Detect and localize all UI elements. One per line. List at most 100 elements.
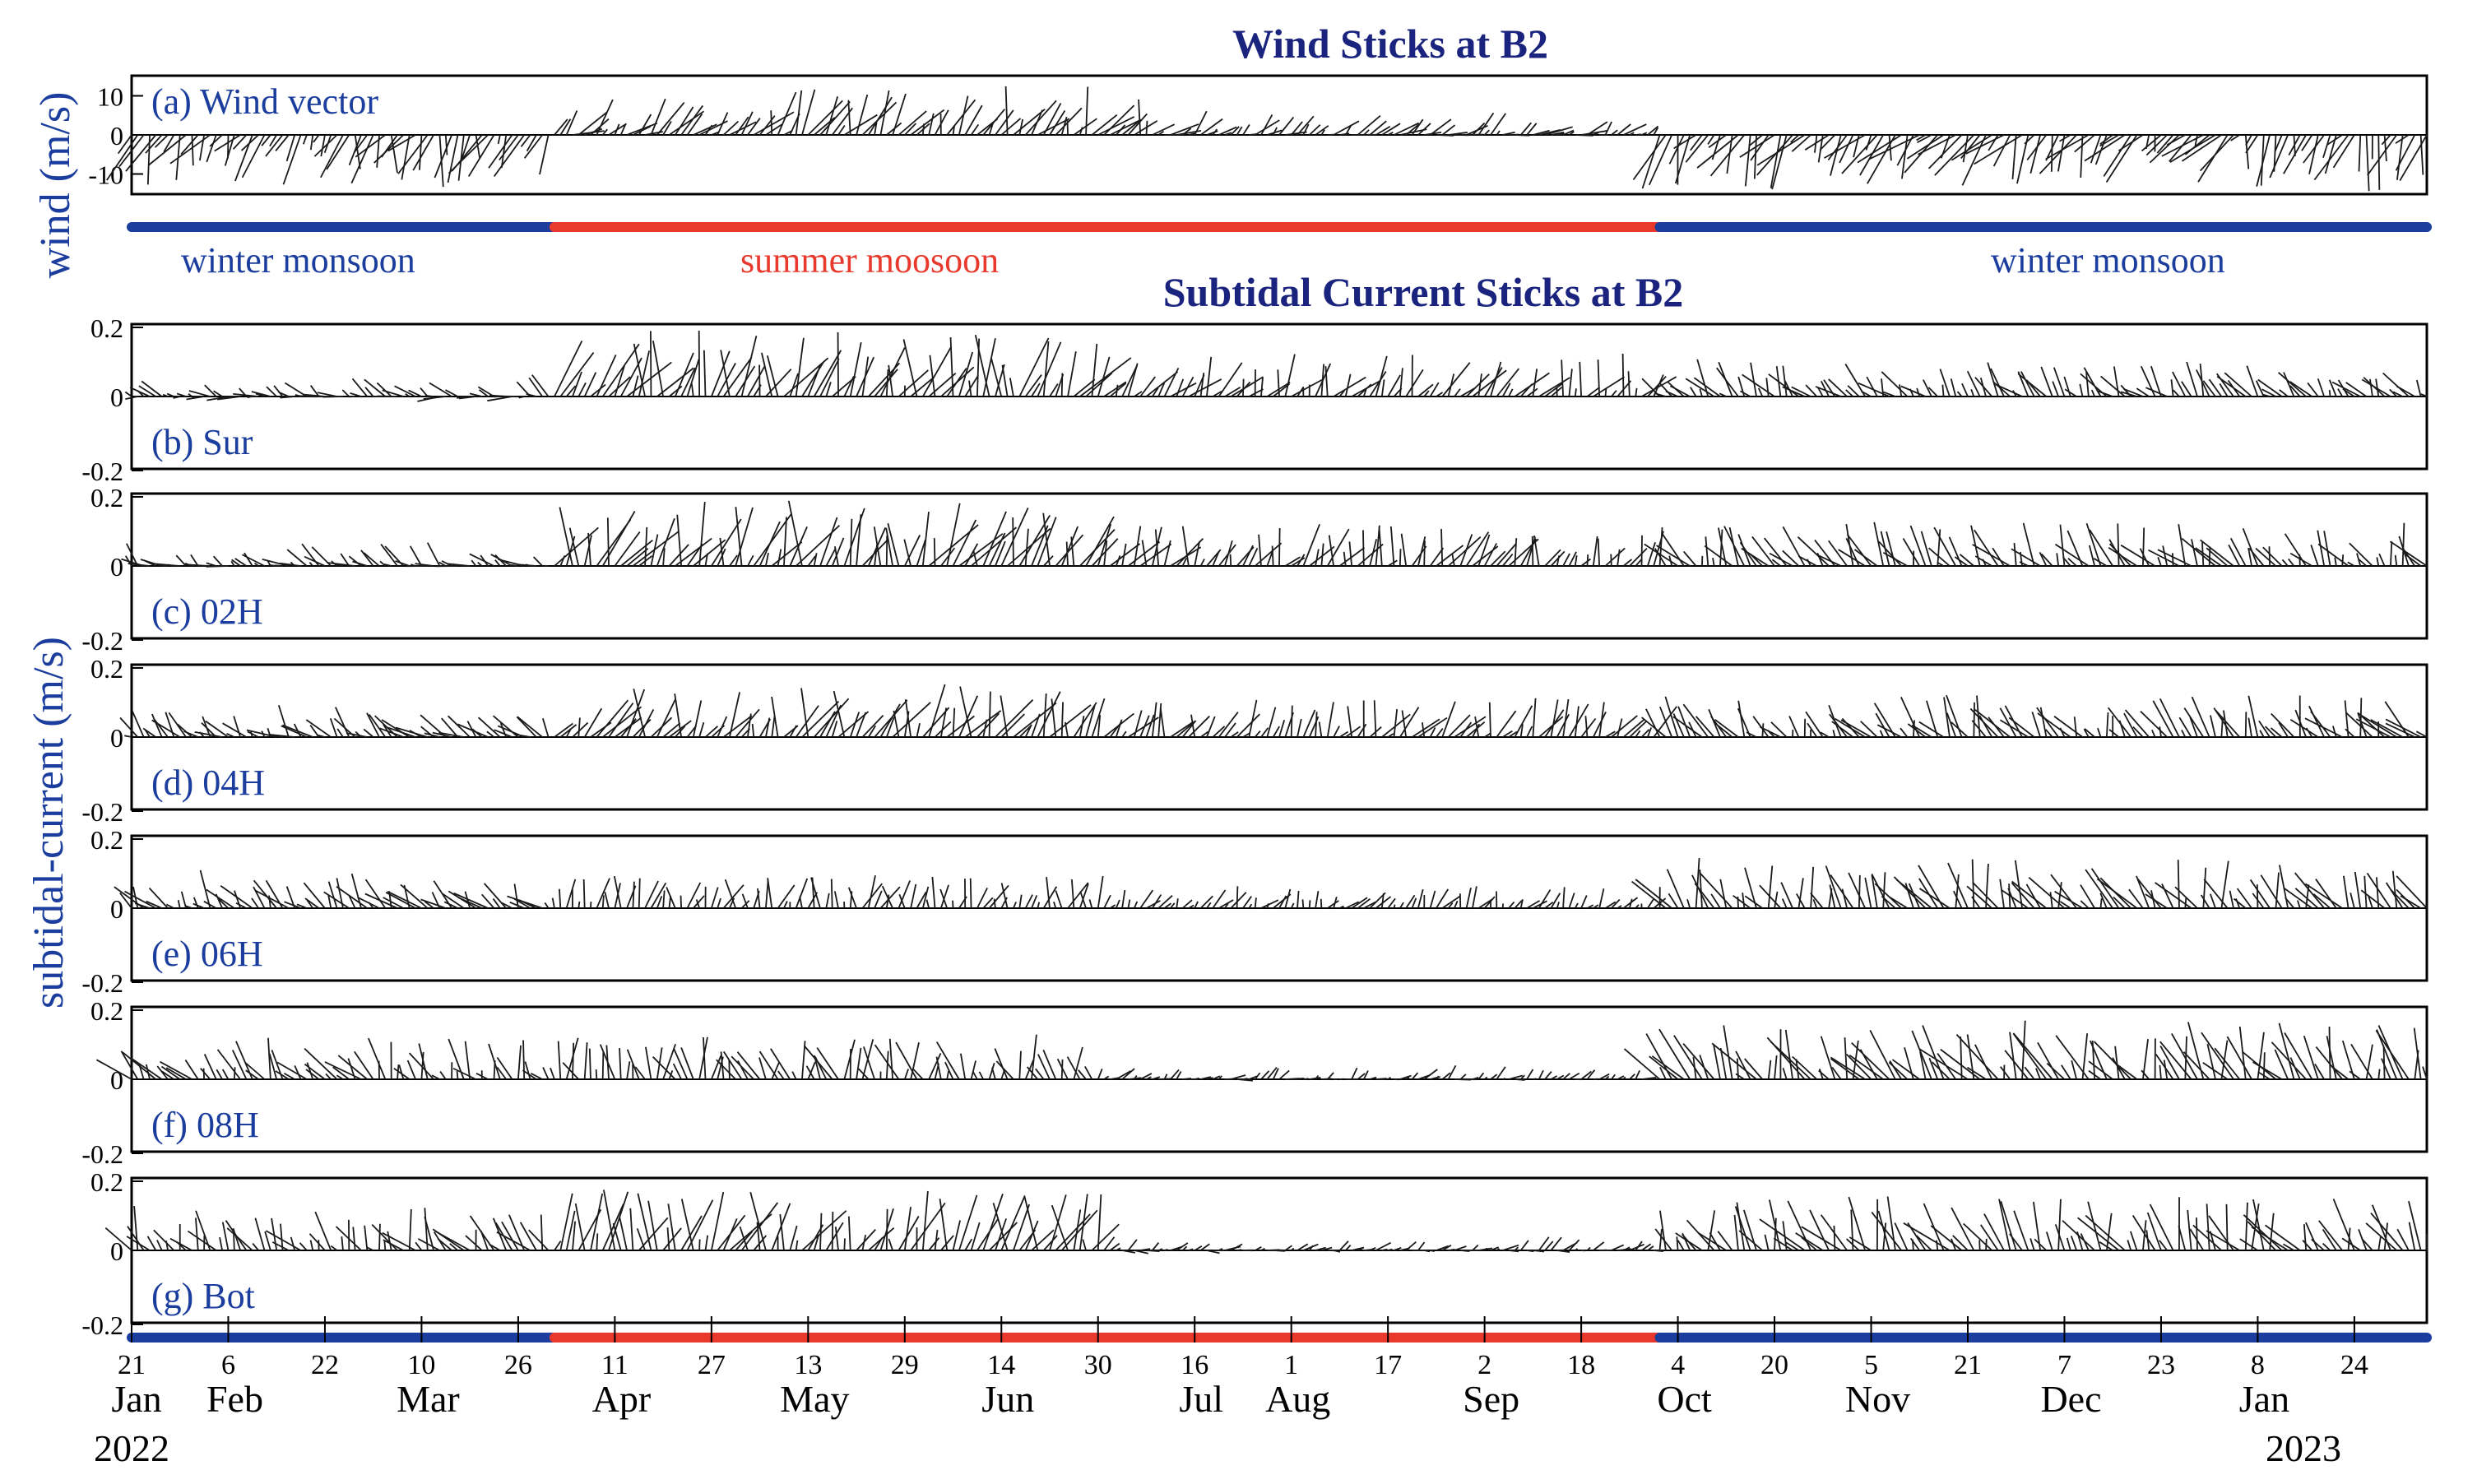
stick	[596, 354, 617, 397]
stick	[513, 883, 519, 909]
stick	[1451, 554, 1455, 567]
stick	[565, 1037, 579, 1080]
stick	[1782, 526, 1806, 567]
stick	[1937, 561, 1945, 567]
stick	[2239, 1238, 2258, 1251]
stick	[1579, 361, 1583, 397]
stick	[353, 134, 369, 154]
stick	[387, 1231, 392, 1251]
stick	[418, 1043, 429, 1080]
stick	[731, 1055, 754, 1080]
stick	[1713, 721, 1733, 738]
stick	[1194, 901, 1199, 909]
stick	[2155, 882, 2192, 909]
stick	[2203, 879, 2229, 909]
stick	[1429, 382, 1440, 397]
stick	[619, 1048, 622, 1080]
stick	[1820, 380, 1830, 397]
stick	[2255, 380, 2265, 397]
stick	[323, 891, 350, 909]
stick	[2342, 388, 2355, 397]
stick	[2162, 545, 2169, 567]
stick	[2037, 712, 2071, 738]
stick	[910, 1041, 920, 1080]
stick	[447, 134, 459, 183]
stick	[1024, 1220, 1039, 1251]
stick	[1877, 1210, 1890, 1251]
stick	[1121, 364, 1138, 397]
stick	[638, 350, 651, 397]
stick	[1817, 387, 1824, 397]
stick	[686, 113, 703, 136]
stick	[1952, 1235, 1969, 1251]
stick	[898, 1216, 920, 1251]
stick	[1157, 130, 1165, 136]
stick	[1199, 895, 1213, 909]
stick	[1224, 722, 1236, 738]
season-label: winter monsoon	[1991, 240, 2225, 281]
stick	[1628, 898, 1633, 909]
stick	[2367, 134, 2398, 176]
stick	[1447, 373, 1455, 397]
stick	[1000, 508, 1029, 567]
stick	[246, 729, 277, 738]
stick	[795, 90, 803, 136]
stick	[1073, 378, 1096, 397]
stick	[1152, 123, 1176, 136]
stick	[939, 888, 949, 909]
stick	[633, 689, 646, 738]
stick	[1357, 1073, 1366, 1080]
stick	[2245, 134, 2259, 154]
stick	[1532, 369, 1538, 397]
stick	[1830, 1056, 1866, 1080]
stick	[1759, 884, 1782, 909]
stick	[2053, 716, 2084, 738]
stick	[1327, 900, 1339, 909]
stick	[578, 901, 581, 909]
stick	[1079, 891, 1087, 909]
stick	[1088, 899, 1093, 909]
stick	[704, 553, 708, 567]
stick	[1266, 903, 1269, 909]
stick	[928, 1237, 940, 1251]
stick	[308, 1233, 326, 1251]
stick	[348, 555, 362, 567]
stick	[807, 100, 843, 136]
stick	[1849, 1236, 1872, 1251]
ytick-label: 0	[110, 1236, 123, 1266]
stick	[1389, 526, 1395, 567]
stick	[1562, 887, 1566, 909]
stick	[1181, 557, 1188, 567]
stick	[1647, 727, 1653, 738]
stick	[1297, 387, 1304, 397]
stick	[146, 900, 163, 909]
stick	[1459, 721, 1473, 738]
stick	[1909, 1237, 1920, 1251]
stick	[145, 1064, 151, 1080]
stick	[2026, 134, 2048, 161]
stick	[2262, 546, 2283, 567]
stick	[124, 391, 132, 397]
stick	[1868, 134, 1920, 160]
stick	[1141, 540, 1148, 567]
stick	[1255, 119, 1280, 136]
stick	[1393, 904, 1396, 909]
stick	[542, 1067, 550, 1080]
stick	[1285, 131, 1307, 136]
stick	[574, 1203, 586, 1251]
stick	[2246, 365, 2259, 397]
stick	[1575, 134, 1593, 137]
stick	[2369, 378, 2373, 397]
stick	[2131, 1215, 2156, 1251]
stick	[795, 878, 809, 909]
stick	[1611, 129, 1618, 136]
stick	[1623, 1246, 1631, 1251]
stick	[251, 897, 259, 909]
stick	[2366, 872, 2391, 909]
stick	[1788, 716, 1800, 738]
stick	[2056, 553, 2060, 567]
xtick-label: 23	[2147, 1350, 2175, 1380]
stick	[711, 1055, 722, 1080]
stick	[408, 1052, 434, 1080]
stick	[1963, 1222, 1992, 1251]
